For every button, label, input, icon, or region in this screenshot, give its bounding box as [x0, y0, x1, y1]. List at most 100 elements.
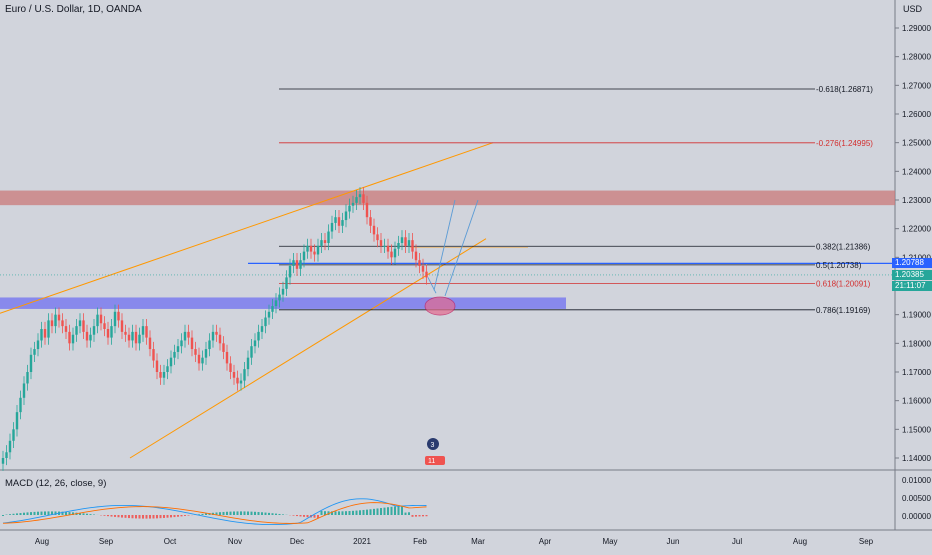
macd-histogram-bar: [314, 515, 316, 518]
candle-body: [366, 203, 368, 217]
macd-histogram-bar: [13, 514, 15, 515]
macd-histogram-bar: [27, 512, 29, 515]
macd-histogram-bar: [34, 512, 36, 515]
fib-level-label: -0.276(1.24995): [816, 139, 873, 148]
candle-body: [212, 332, 214, 341]
candle-body: [320, 240, 322, 246]
macd-histogram-bar: [373, 509, 375, 515]
candle-body: [61, 320, 63, 326]
bar-countdown-tag: 21:11:07: [892, 281, 932, 291]
fib-level-label: 0.382(1.21386): [816, 242, 871, 251]
candle-body: [383, 246, 385, 247]
candle-body: [317, 246, 319, 255]
macd-indicator-label[interactable]: MACD (12, 26, close, 9): [5, 478, 106, 489]
macd-histogram-bar: [9, 514, 11, 515]
candle-body: [229, 363, 231, 372]
macd-histogram-bar: [114, 515, 116, 517]
price-tick-label: 1.17000: [902, 368, 931, 377]
candle-body: [268, 312, 270, 318]
candle-body: [131, 332, 133, 341]
candle-body: [124, 332, 126, 335]
macd-histogram-bar: [142, 515, 144, 519]
candle-body: [292, 260, 294, 266]
macd-histogram-bar: [104, 515, 106, 516]
candle-body: [54, 315, 56, 326]
macd-histogram-bar: [16, 513, 18, 515]
macd-histogram-bar: [23, 513, 25, 515]
event-date-text: 11: [428, 458, 435, 465]
macd-histogram-bar: [303, 515, 305, 517]
candle-body: [243, 369, 245, 380]
macd-histogram-bar: [258, 512, 260, 515]
currency-label: USD: [903, 4, 922, 14]
macd-histogram-bar: [387, 507, 389, 515]
macd-histogram-bar: [132, 515, 134, 518]
macd-histogram-bar: [163, 515, 165, 518]
candle-body: [362, 194, 364, 203]
candle-body: [198, 355, 200, 364]
candle-body: [341, 220, 343, 226]
target-ellipse: [425, 297, 455, 315]
candle-body: [110, 326, 112, 337]
candle-body: [89, 335, 91, 341]
candle-body: [187, 332, 189, 338]
macd-histogram-bar: [300, 515, 302, 516]
price-tick-label: 1.27000: [902, 81, 931, 90]
macd-histogram-bar: [37, 512, 39, 515]
candle-body: [194, 349, 196, 355]
macd-histogram-bar: [135, 515, 137, 518]
macd-histogram-bar: [219, 512, 221, 515]
candle-body: [103, 323, 105, 329]
candle-body: [96, 315, 98, 326]
macd-histogram-bar: [342, 511, 344, 515]
macd-histogram-bar: [244, 511, 246, 515]
candle-body: [159, 372, 161, 378]
macd-histogram-bar: [240, 511, 242, 515]
macd-histogram-bar: [202, 514, 204, 515]
price-tick-label: 1.15000: [902, 425, 931, 434]
macd-histogram-bar: [405, 513, 407, 515]
candle-body: [233, 372, 235, 378]
candle-body: [205, 349, 207, 358]
time-tick-label: Feb: [413, 537, 427, 546]
candle-body: [58, 315, 60, 321]
macd-histogram-bar: [83, 513, 85, 515]
candle-body: [390, 252, 392, 258]
candle-body: [191, 338, 193, 349]
candle-body: [271, 306, 273, 312]
macd-tick-label: 0.00000: [902, 512, 931, 521]
macd-histogram-bar: [422, 515, 424, 516]
symbol-title[interactable]: Euro / U.S. Dollar, 1D, OANDA: [5, 4, 142, 15]
macd-histogram-bar: [146, 515, 148, 519]
time-tick-label: Dec: [290, 537, 304, 546]
candle-body: [411, 240, 413, 251]
time-tick-label: Aug: [35, 537, 49, 546]
candle-body: [425, 272, 427, 278]
candle-body: [369, 217, 371, 226]
candle-body: [173, 352, 175, 358]
macd-histogram-bar: [279, 514, 281, 515]
candle-body: [261, 326, 263, 332]
candle-body: [334, 217, 336, 223]
candle-body: [47, 320, 49, 337]
macd-histogram-bar: [2, 515, 4, 516]
macd-histogram-bar: [345, 511, 347, 515]
candle-body: [331, 223, 333, 232]
macd-histogram-bar: [174, 515, 176, 517]
candle-body: [170, 358, 172, 367]
candle-body: [93, 326, 95, 335]
macd-histogram-bar: [177, 515, 179, 517]
blue-line-price-tag: 1.20788: [892, 258, 932, 268]
time-tick-label: Jun: [667, 537, 680, 546]
candle-body: [247, 358, 249, 369]
macd-histogram-bar: [415, 515, 417, 517]
last-price-tag: 1.20385: [892, 270, 932, 280]
candle-body: [240, 381, 242, 384]
candle-body: [327, 232, 329, 243]
macd-histogram-bar: [90, 514, 92, 515]
macd-tick-label: 0.00500: [902, 494, 931, 503]
macd-histogram-bar: [181, 515, 183, 516]
macd-histogram-bar: [282, 514, 284, 515]
